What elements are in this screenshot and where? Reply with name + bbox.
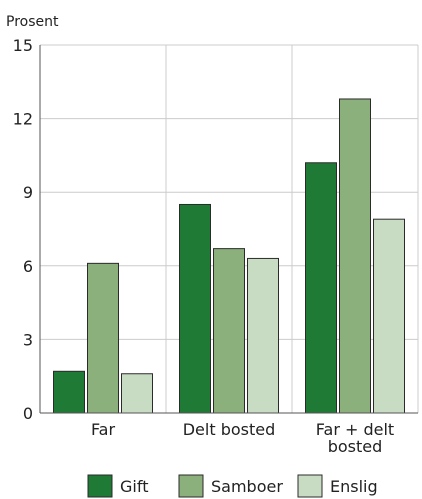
legend-swatch-gift — [87, 474, 113, 498]
bar-enslig-1 — [247, 257, 279, 414]
y-tick-label-1: 3 — [23, 330, 33, 349]
axes — [39, 45, 418, 414]
y-tick-label-3: 9 — [23, 183, 33, 202]
legend: Gift Samboer Enslig — [87, 474, 378, 498]
x-categories: Far Delt bosted Far + delt bosted — [91, 420, 394, 456]
x-category-label-0: Far — [91, 420, 116, 439]
legend-swatch-samboer — [178, 474, 204, 498]
x-category-label-1: Delt bosted — [183, 420, 276, 439]
legend-label-gift: Gift — [120, 477, 148, 496]
x-category-line-2-1: bosted — [328, 437, 383, 456]
y-tick-label-5: 15 — [13, 36, 33, 55]
x-category-line-2-0: Far + delt — [316, 420, 394, 439]
bar-gift-2 — [305, 162, 337, 414]
y-axis-label: Prosent — [6, 14, 59, 30]
y-tick-label-4: 12 — [13, 110, 33, 129]
bar-samboer-0 — [87, 262, 119, 414]
y-tick-label-0: 0 — [23, 404, 33, 423]
bar-samboer-2 — [339, 98, 371, 414]
bars — [53, 98, 405, 414]
bar-enslig-2 — [373, 218, 405, 414]
legend-label-enslig: Enslig — [330, 477, 378, 496]
x-category-line-0-0: Far — [91, 420, 116, 439]
y-ticks: 0 3 6 9 12 15 — [13, 36, 33, 423]
bar-enslig-0 — [121, 373, 153, 414]
bar-gift-1 — [179, 203, 211, 414]
y-tick-label-2: 6 — [23, 257, 33, 276]
legend-label-samboer: Samboer — [211, 477, 283, 496]
x-category-line-1-0: Delt bosted — [183, 420, 276, 439]
bar-samboer-1 — [213, 248, 245, 414]
bar-gift-0 — [53, 370, 85, 414]
x-category-label-2: Far + delt bosted — [316, 420, 394, 456]
legend-swatch-enslig — [297, 474, 323, 498]
